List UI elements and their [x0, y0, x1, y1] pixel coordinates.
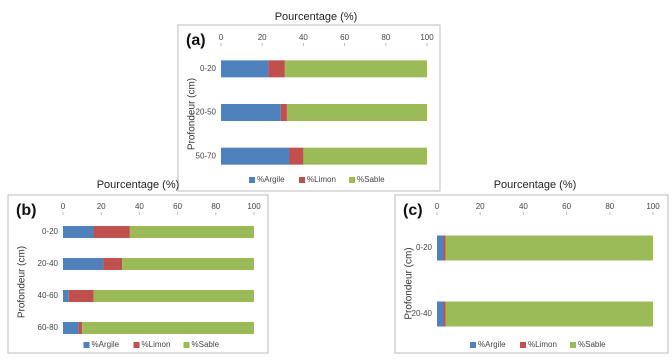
chart-frame: [394, 194, 669, 354]
x-tick-label: 20: [258, 33, 267, 42]
legend-label: %Limon: [307, 175, 336, 184]
y-tick-label: 0-20: [200, 64, 217, 73]
bar-segment: [82, 322, 254, 334]
bar-segment: [63, 226, 94, 238]
legend-label: %Sable: [192, 340, 220, 349]
bar-segment: [280, 104, 287, 121]
y-tick-label: 20-40: [412, 309, 433, 318]
x-tick-label: 100: [247, 202, 261, 211]
bar-segment: [445, 235, 653, 261]
x-tick-label: 80: [211, 202, 220, 211]
legend-label: %Sable: [578, 340, 606, 349]
legend-swatch: [183, 342, 190, 348]
legend-swatch: [133, 342, 140, 348]
y-tick-label: 0-20: [416, 243, 433, 252]
legend-label: %Argile: [257, 175, 285, 184]
bar-segment: [63, 258, 104, 270]
legend-swatch: [249, 177, 255, 183]
x-tick-label: 60: [340, 33, 349, 42]
legend-label: %Sable: [357, 175, 385, 184]
bar-segment: [437, 301, 444, 327]
x-tick-label: 100: [646, 202, 660, 211]
x-tick-label: 60: [173, 202, 182, 211]
bar-segment: [445, 301, 653, 327]
bar-segment: [93, 290, 254, 302]
x-tick-label: 0: [61, 202, 66, 211]
legend-swatch: [570, 342, 576, 348]
legend-swatch: [299, 177, 305, 183]
legend-label: %Limon: [528, 340, 557, 349]
y-tick-label: 20-40: [38, 259, 59, 268]
y-tick-label: 20-50: [196, 108, 217, 117]
y-tick-label: 60-80: [38, 323, 59, 332]
x-tick-label: 40: [519, 202, 528, 211]
bar-segment: [303, 147, 427, 165]
x-tick-label: 20: [97, 202, 106, 211]
bar-segment: [221, 60, 269, 78]
bar-segment: [221, 104, 281, 121]
chart-title: Pourcentage (%): [275, 11, 358, 23]
bar-segment: [103, 258, 123, 270]
legend-swatch: [83, 342, 90, 348]
x-tick-label: 20: [476, 202, 485, 211]
bar-segment: [284, 60, 427, 78]
bar-segment: [221, 147, 289, 165]
y-axis-label: Profondeur (cm): [187, 78, 198, 150]
bar-segment: [78, 322, 83, 334]
y-axis-label: Profondeur (cm): [404, 247, 415, 319]
bar-segment: [68, 290, 94, 302]
y-tick-label: 50-70: [196, 151, 217, 160]
y-tick-label: 0-20: [42, 227, 59, 236]
bar-segment: [129, 226, 254, 238]
bar-segment: [122, 258, 255, 270]
legend-swatch: [470, 342, 476, 348]
x-tick-label: 40: [135, 202, 144, 211]
bar-segment: [288, 147, 304, 165]
bar-segment: [63, 322, 79, 334]
bar-segment: [443, 235, 446, 261]
x-tick-label: 100: [420, 33, 434, 42]
legend-label: %Argile: [92, 340, 120, 349]
bar-segment: [437, 235, 444, 261]
panel-label: (a): [186, 32, 206, 49]
x-tick-label: 0: [435, 202, 440, 211]
panel-label: (c): [403, 202, 423, 219]
bar-segment: [286, 104, 427, 121]
legend-label: %Limon: [142, 340, 171, 349]
bar-segment: [63, 290, 69, 302]
chart-title: Pourcentage (%): [494, 179, 577, 191]
bar-segment: [268, 60, 285, 78]
legend-swatch: [520, 342, 526, 348]
x-tick-label: 60: [562, 202, 571, 211]
panel-label: (b): [16, 202, 36, 219]
x-tick-label: 80: [381, 33, 390, 42]
bar-segment: [443, 301, 446, 327]
y-tick-label: 40-60: [38, 291, 59, 300]
legend-label: %Argile: [478, 340, 506, 349]
bar-segment: [93, 226, 130, 238]
y-axis-label: Profondeur (cm): [17, 246, 28, 318]
legend-swatch: [349, 177, 355, 183]
chart-title: Pourcentage (%): [97, 179, 180, 191]
x-tick-label: 80: [605, 202, 614, 211]
x-tick-label: 0: [219, 33, 224, 42]
x-tick-label: 40: [299, 33, 308, 42]
